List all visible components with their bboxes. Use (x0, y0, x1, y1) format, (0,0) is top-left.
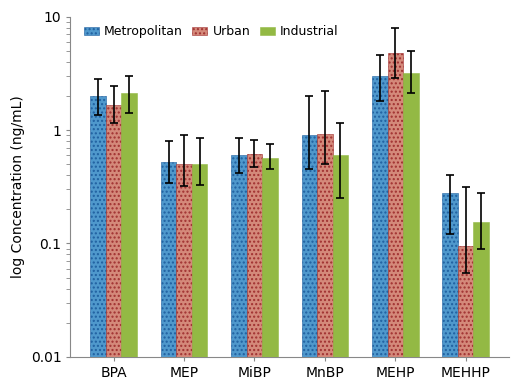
Bar (372, 76, 387, 391)
Bar (176, 164, 192, 391)
Legend: Metropolitan, Urban, Industrial: Metropolitan, Urban, Industrial (81, 23, 341, 41)
Bar (231, 155, 246, 391)
Bar (121, 93, 137, 391)
Bar (192, 164, 207, 391)
Bar (246, 154, 262, 391)
Bar (474, 222, 489, 391)
Bar (387, 53, 403, 391)
Y-axis label: log Concentration (ng/mL): log Concentration (ng/mL) (11, 95, 25, 278)
Bar (90, 96, 106, 391)
Bar (106, 105, 121, 391)
Bar (302, 135, 317, 391)
Bar (403, 73, 419, 391)
Bar (443, 193, 458, 391)
Bar (161, 162, 176, 391)
Bar (262, 158, 278, 391)
Bar (458, 246, 474, 391)
Bar (317, 134, 333, 391)
Bar (333, 155, 348, 391)
